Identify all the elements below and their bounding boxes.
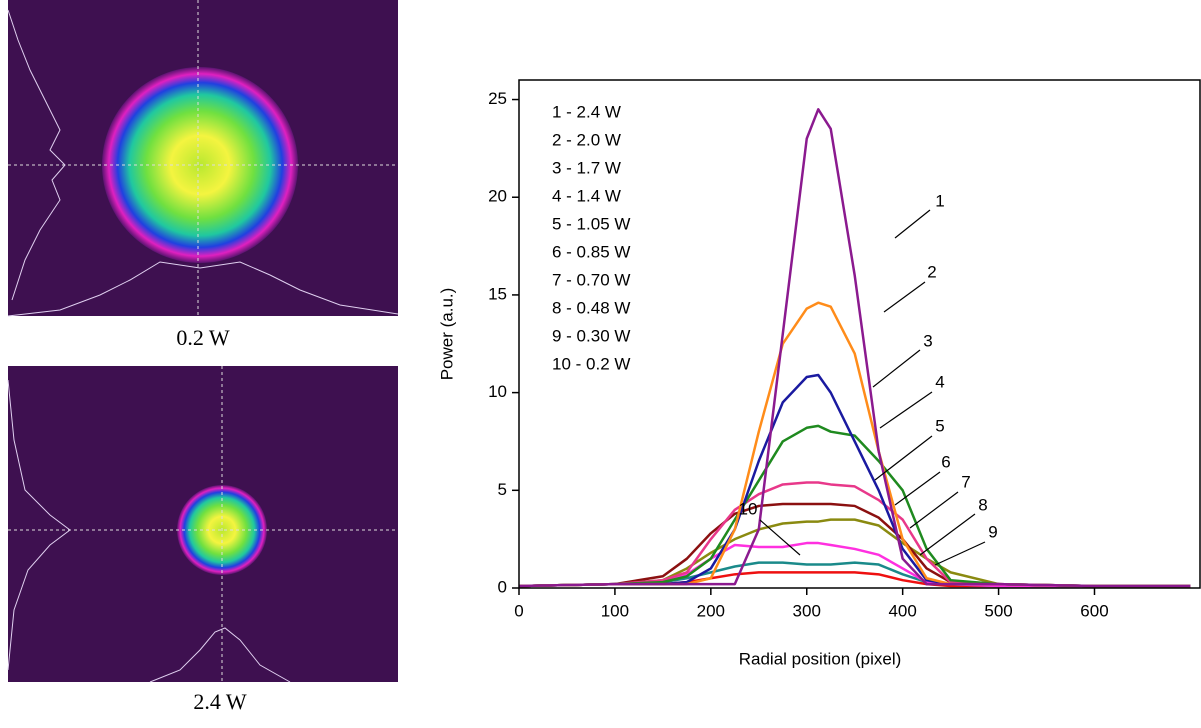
x-axis-label: Radial position (pixel)	[739, 649, 902, 668]
leader-line	[759, 519, 801, 556]
leader-line	[909, 491, 959, 529]
x-tick-label: 500	[984, 601, 1012, 620]
line-series	[518, 424, 1191, 588]
legend-entry: 8 - 0.48 W	[552, 298, 630, 317]
curve-label: 9	[988, 522, 997, 541]
x-tick-label: 300	[793, 601, 821, 620]
image-caption: 0.2 W	[176, 325, 230, 350]
image-caption: 2.4 W	[193, 689, 247, 714]
curve-label: 6	[941, 452, 950, 471]
y-tick-label: 25	[488, 89, 507, 108]
leader-line	[874, 435, 933, 481]
legend-entry: 4 - 1.4 W	[552, 186, 621, 205]
x-tick-label: 400	[888, 601, 916, 620]
leader-line	[883, 281, 926, 313]
beam-image	[7, 0, 399, 317]
leader-line	[894, 471, 941, 506]
legend-entry: 7 - 0.70 W	[552, 270, 630, 289]
curve-label: 1	[935, 191, 944, 210]
legend-entry: 2 - 2.0 W	[552, 130, 621, 149]
curve-label: 7	[961, 472, 970, 491]
plot-frame	[518, 79, 1201, 589]
curve-label: 4	[935, 372, 944, 391]
legend-entry: 1 - 2.4 W	[552, 102, 621, 121]
y-tick-label: 20	[488, 187, 507, 206]
curve-label: 5	[935, 416, 944, 435]
y-tick-label: 15	[488, 284, 507, 303]
line-series	[518, 518, 1191, 588]
leader-line	[919, 513, 976, 556]
leader-line	[879, 391, 933, 429]
line-series	[518, 481, 1191, 588]
legend-entry: 9 - 0.30 W	[552, 326, 630, 345]
curve-label: 8	[978, 495, 987, 514]
beam-image	[7, 366, 398, 683]
leader-line	[894, 209, 931, 239]
x-tick-label: 0	[514, 601, 523, 620]
line-series	[518, 373, 1191, 588]
legend-entry: 6 - 0.85 W	[552, 242, 630, 261]
legend-entry: 3 - 1.7 W	[552, 158, 621, 177]
line-series	[518, 502, 1191, 588]
y-tick-label: 10	[488, 382, 507, 401]
line-series	[518, 541, 1191, 588]
x-tick-label: 100	[601, 601, 629, 620]
legend-entry: 10 - 0.2 W	[552, 354, 630, 373]
leader-line	[934, 541, 986, 566]
curve-label: 10	[739, 499, 758, 518]
x-tick-label: 600	[1080, 601, 1108, 620]
y-tick-label: 5	[498, 480, 507, 499]
leader-line	[872, 349, 921, 388]
line-series	[518, 108, 1191, 588]
legend-entry: 5 - 1.05 W	[552, 214, 630, 233]
y-axis-label: Power (a.u.)	[437, 288, 456, 381]
curve-label: 3	[923, 331, 932, 350]
x-tick-label: 200	[697, 601, 725, 620]
y-tick-label: 0	[498, 577, 507, 596]
curve-label: 2	[927, 262, 936, 281]
